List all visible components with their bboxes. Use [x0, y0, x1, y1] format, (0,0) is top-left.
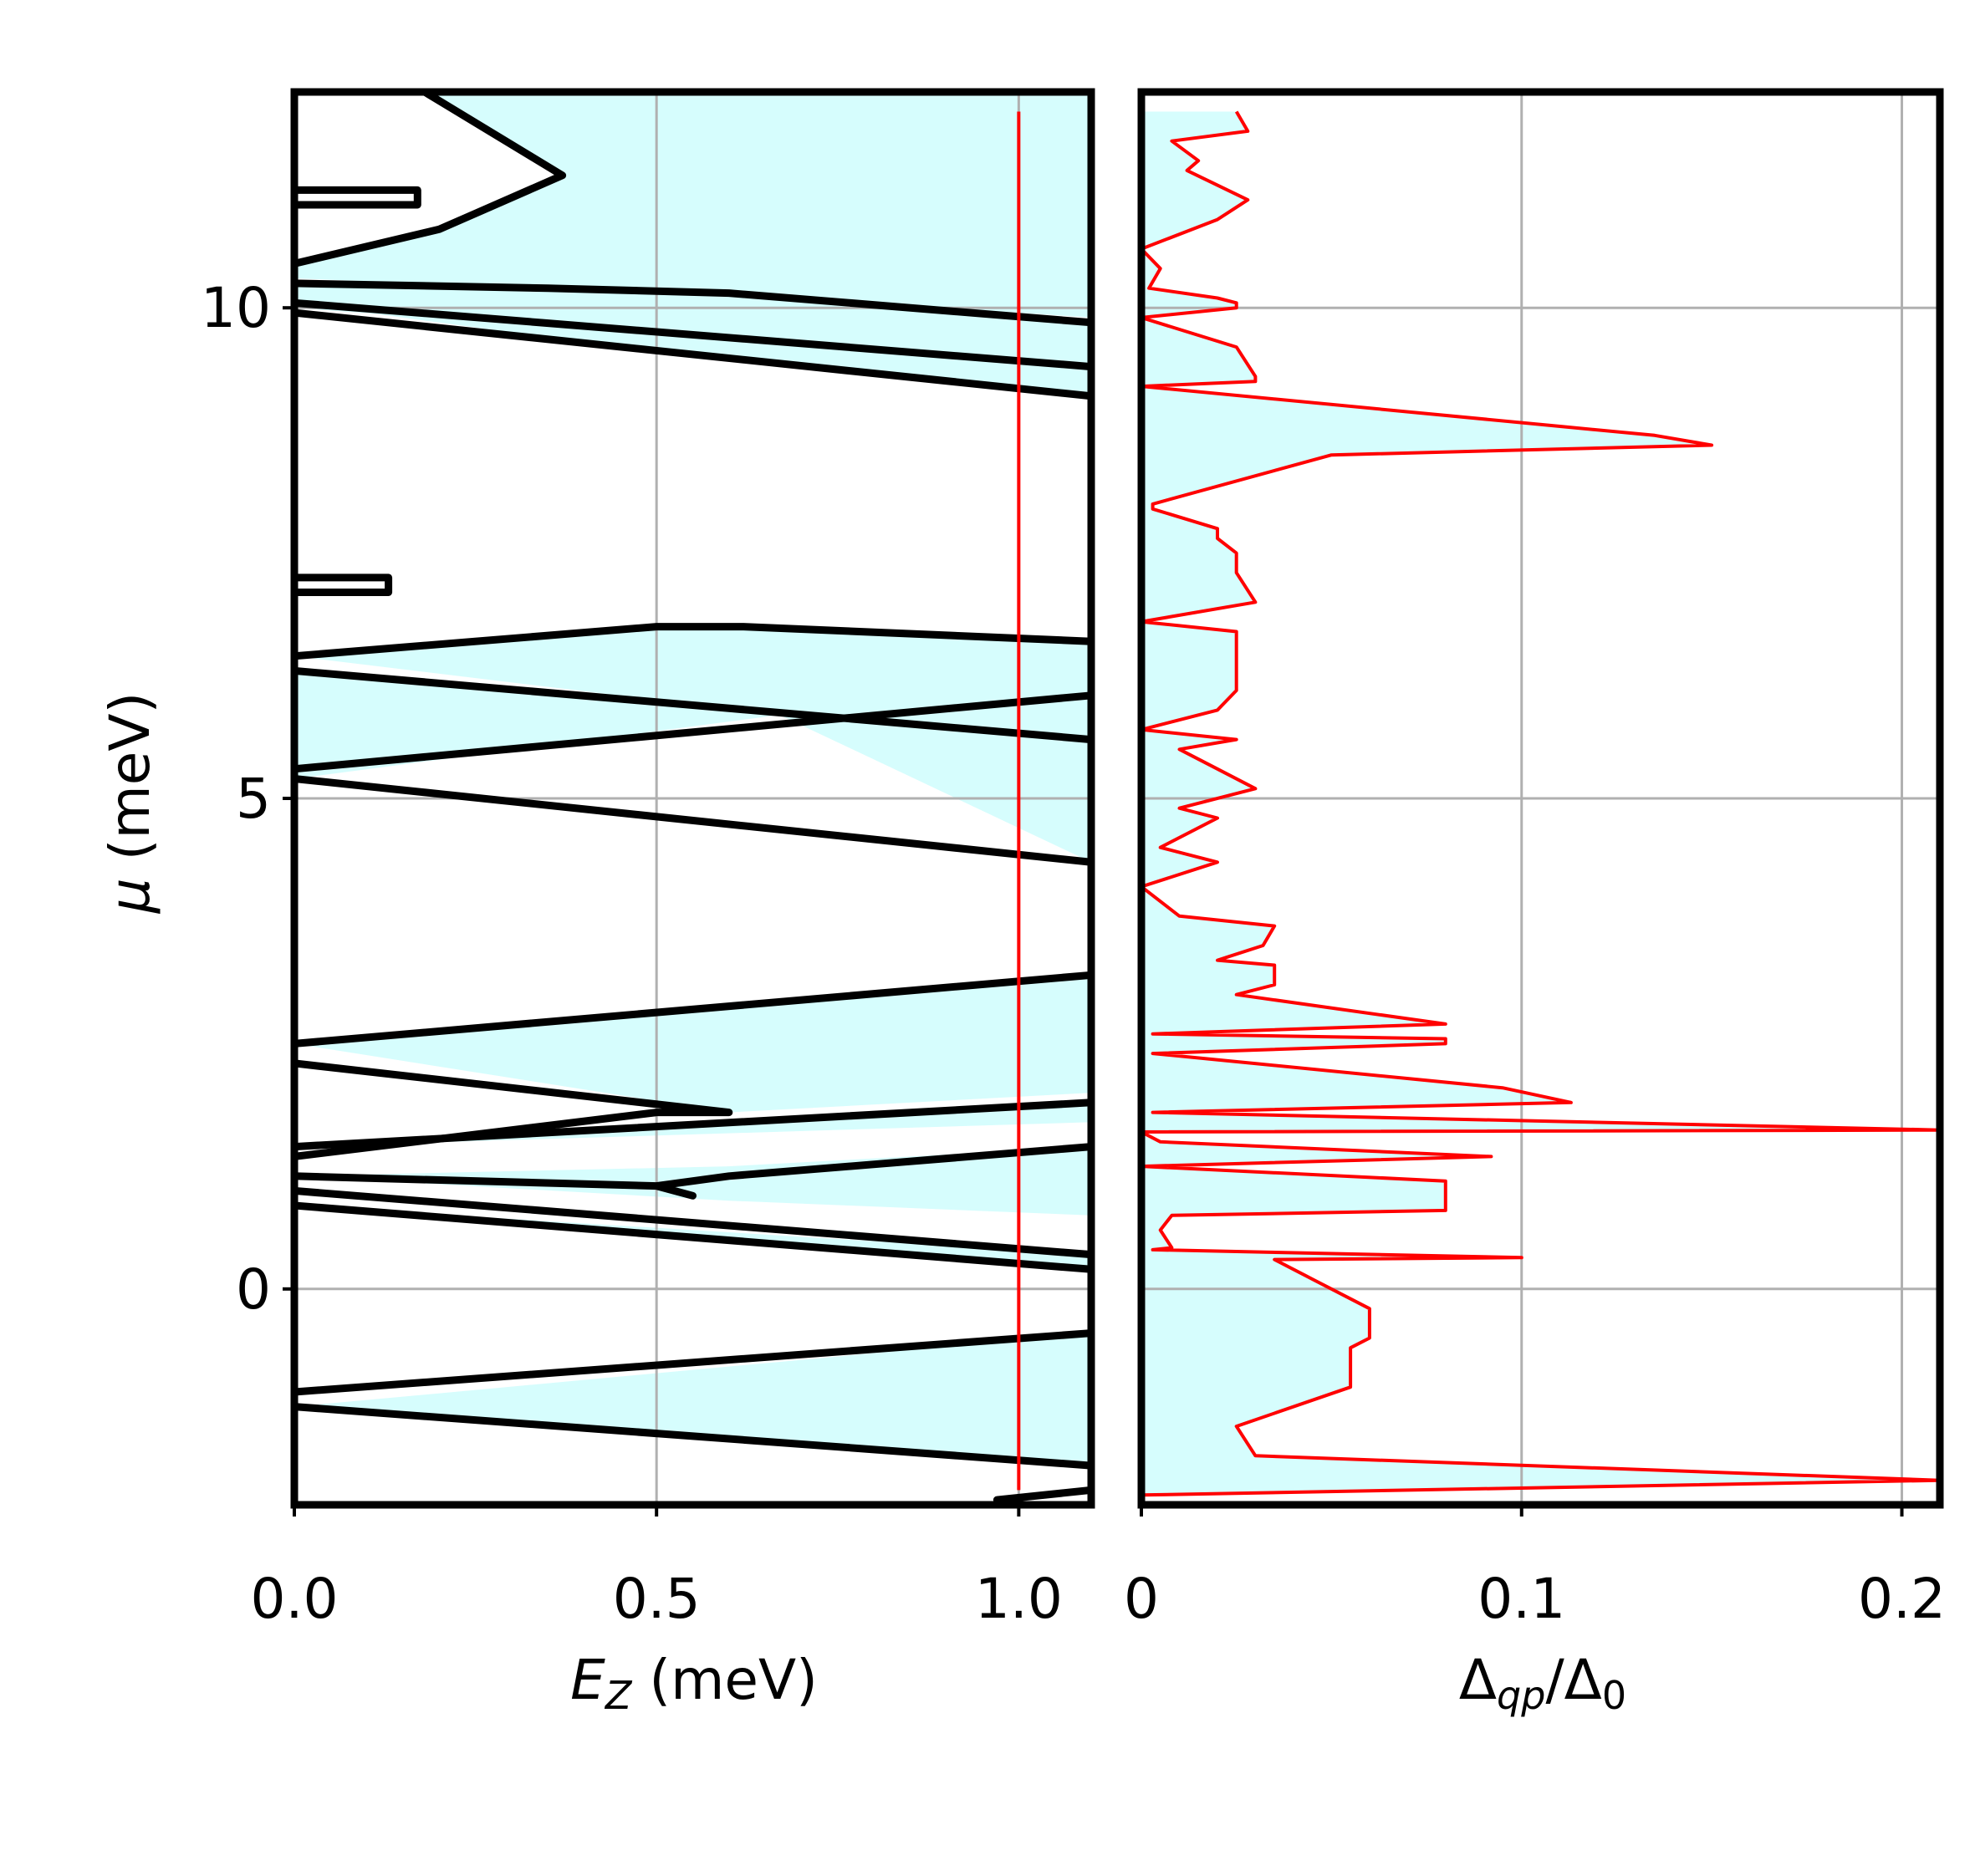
phase-boundary-10 — [294, 666, 1091, 744]
phase-boundary-3 — [294, 1186, 1091, 1259]
topological-region-8 — [294, 283, 1091, 367]
left-xtick-label-2: 1.0 — [975, 1567, 1063, 1631]
gap-fill-area — [1141, 111, 1940, 1496]
phase-boundary-11 — [294, 623, 1091, 660]
right-x-axis-label: Δqp/Δ0 — [1459, 1648, 1626, 1718]
left-xtick-label-1: 0.5 — [613, 1567, 701, 1631]
gap-curve — [1141, 110, 1940, 1497]
left-ytick-label-2: 10 — [201, 276, 271, 340]
gap-curve-group — [1141, 110, 1940, 1497]
phase-boundary-13 — [294, 308, 1091, 400]
left-y-ticks: 0 5 10 — [201, 276, 294, 1322]
phase-boundary-18 — [993, 1486, 1091, 1504]
phase-boundary-9 — [294, 691, 1091, 773]
phase-boundary-8 — [294, 775, 1091, 866]
topological-region-6 — [779, 695, 1091, 863]
topological-region-4 — [294, 975, 1091, 1113]
phase-boundary-17 — [294, 186, 421, 209]
right-xtick-label-0: 0 — [1124, 1567, 1159, 1631]
left-x-ticks: 0.0 0.5 1.0 — [251, 1505, 1063, 1631]
phase-boundary-0 — [294, 1329, 1091, 1396]
left-xtick-label-0: 0.0 — [251, 1567, 339, 1631]
phase-boundary-4 — [294, 1143, 1091, 1200]
gap-fill — [1141, 111, 1940, 1496]
left-x-axis-label: EZ (meV) — [570, 1648, 818, 1718]
phase-boundary-16 — [294, 92, 567, 268]
right-axes-frame — [1137, 88, 1944, 1509]
phase-boundaries — [294, 92, 1091, 1504]
left-y-axis-label: μ (meV) — [98, 692, 162, 915]
phase-boundary-14 — [294, 298, 1091, 371]
topological-region-5 — [294, 670, 780, 779]
topological-region-10 — [294, 92, 1091, 318]
right-panel: 0 0.1 0.2 Δqp/Δ0 — [1124, 88, 1946, 1718]
left-ytick-label-0: 0 — [236, 1257, 271, 1322]
right-xtick-label-1: 0.1 — [1477, 1567, 1565, 1631]
topological-region-0 — [294, 1333, 1091, 1466]
phase-boundary-2 — [294, 1201, 1091, 1273]
right-x-ticks: 0 0.1 0.2 — [1124, 1505, 1946, 1631]
phase-boundary-1 — [294, 1403, 1091, 1470]
phase-boundary-6 — [294, 1059, 733, 1160]
right-xtick-label-2: 0.2 — [1858, 1567, 1946, 1631]
phase-boundary-15 — [294, 279, 1091, 327]
phase-boundary-7 — [294, 971, 1091, 1048]
left-panel: 0.0 0.5 1.0 0 5 10 EZ (meV) μ (meV) — [98, 88, 1095, 1718]
left-ytick-label-1: 5 — [236, 767, 271, 831]
phase-boundary-12 — [294, 574, 393, 596]
